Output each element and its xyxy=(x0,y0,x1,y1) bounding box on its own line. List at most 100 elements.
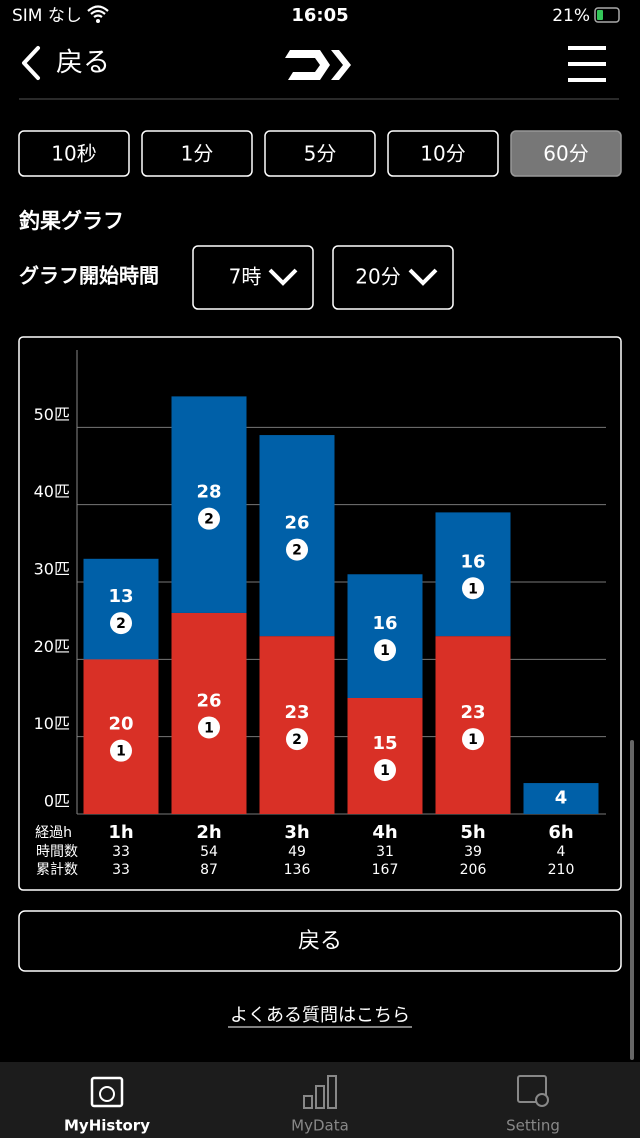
interval-label: 10秒 xyxy=(51,142,96,166)
badge xyxy=(374,759,396,781)
value-label: 15 xyxy=(372,733,397,754)
faq-link[interactable]: よくある質問はこちら xyxy=(230,1005,410,1026)
interval-label: 10分 xyxy=(420,142,465,166)
badge-label: 1 xyxy=(116,744,126,760)
value-label: 13 xyxy=(108,586,133,607)
row-value: 210 xyxy=(548,862,575,878)
interval-button[interactable] xyxy=(510,130,622,177)
tab-icon-bar[interactable] xyxy=(315,1085,325,1109)
value-label: 16 xyxy=(460,551,485,572)
tabs: MyHistory MyData Setting xyxy=(64,1075,560,1135)
row-value: 39 xyxy=(464,844,482,860)
bar-segment xyxy=(171,396,247,613)
badge-label: 1 xyxy=(380,763,390,779)
value-label: 23 xyxy=(284,702,309,723)
badge-label: 1 xyxy=(204,720,214,736)
badge xyxy=(462,577,484,600)
interval-label: 1分 xyxy=(181,142,214,166)
start-time-label: グラフ開始時間 xyxy=(19,264,159,288)
tab-label[interactable]: MyData xyxy=(291,1117,349,1135)
badge xyxy=(198,507,220,530)
interval-button[interactable] xyxy=(387,130,499,177)
row-value: 54 xyxy=(200,844,218,860)
back-link[interactable]: 戻る xyxy=(56,48,110,79)
value-label: 26 xyxy=(196,690,221,711)
row-value: 31 xyxy=(376,844,394,860)
badge xyxy=(110,612,132,635)
minute-value: 20分 xyxy=(355,265,400,289)
row-value: 87 xyxy=(200,862,218,878)
interval-button[interactable] xyxy=(264,130,376,177)
value-label: 16 xyxy=(372,613,397,634)
minute-dropdown[interactable] xyxy=(332,245,454,310)
bar-segment xyxy=(435,512,511,637)
scrollbar xyxy=(630,740,634,1060)
back-chevron[interactable] xyxy=(22,46,40,80)
minute-chevron xyxy=(408,268,438,286)
interval-buttons: 10秒 1分 5分 10分 60分 xyxy=(18,130,622,177)
y-tick-label: 20匹 xyxy=(34,637,70,656)
interval-label: 60分 xyxy=(543,142,588,166)
badge-label: 1 xyxy=(468,732,478,748)
tab-icon-bar[interactable] xyxy=(327,1075,337,1109)
badge xyxy=(198,716,220,739)
tab-icon-clock xyxy=(99,1086,115,1102)
x-tick-label: 2h xyxy=(196,822,221,843)
y-tick-label: 40匹 xyxy=(34,482,70,501)
back-button[interactable] xyxy=(18,910,622,972)
hour-value: 7時 xyxy=(229,265,262,289)
y-tick-label: 50匹 xyxy=(34,405,70,424)
hour-dropdown[interactable] xyxy=(192,245,314,310)
bar-segment xyxy=(347,574,423,698)
badge xyxy=(110,739,132,762)
back-button-label: 戻る xyxy=(298,929,342,954)
tab-icon[interactable] xyxy=(517,1075,547,1103)
row-label: 累計数 xyxy=(36,862,78,878)
row-value: 4 xyxy=(557,844,566,860)
badge xyxy=(374,639,396,662)
interval-label: 5分 xyxy=(304,142,337,166)
x-tick-label: 5h xyxy=(460,822,485,843)
tab-label[interactable]: MyHistory xyxy=(64,1117,150,1135)
bar-segment xyxy=(523,783,599,814)
badge-label: 2 xyxy=(292,732,302,748)
interval-button[interactable] xyxy=(18,130,130,177)
clock: 16:05 xyxy=(291,5,348,26)
y-tick-label: 0匹 xyxy=(44,792,70,811)
x-tick-label: 3h xyxy=(284,822,309,843)
value-label: 26 xyxy=(284,513,309,534)
x-axis-label: 経過h xyxy=(35,825,72,841)
tab-icon-bar[interactable] xyxy=(303,1095,313,1109)
bar-segment xyxy=(83,558,159,660)
row-value: 33 xyxy=(112,862,130,878)
x-tick-label: 6h xyxy=(548,822,573,843)
value-label: 4 xyxy=(555,788,568,809)
tab-icon[interactable] xyxy=(90,1076,124,1108)
badge-label: 2 xyxy=(204,512,214,528)
y-tick-label: 10匹 xyxy=(34,714,70,733)
bar-segment xyxy=(347,698,423,814)
value-label: 28 xyxy=(196,482,221,503)
wifi-dot xyxy=(96,19,100,23)
value-label: 23 xyxy=(460,702,485,723)
badge xyxy=(462,728,484,751)
badge-label: 1 xyxy=(468,581,478,597)
menu-button[interactable] xyxy=(568,46,606,82)
row-label: 時間数 xyxy=(36,844,78,860)
section-title: 釣果グラフ xyxy=(19,209,124,233)
row-value: 136 xyxy=(284,862,311,878)
carrier: SIM なし xyxy=(12,6,82,26)
row-value: 49 xyxy=(288,844,306,860)
badge-label: 2 xyxy=(292,543,302,559)
x-tick-label: 1h xyxy=(108,822,133,843)
battery-fill xyxy=(597,10,603,20)
row-value: 167 xyxy=(372,862,399,878)
tab-icon-gear xyxy=(535,1093,549,1107)
tab-label[interactable]: Setting xyxy=(506,1117,560,1135)
interval-button[interactable] xyxy=(141,130,253,177)
bar-segment xyxy=(171,612,247,814)
hour-chevron xyxy=(268,268,298,286)
x-tick-label: 4h xyxy=(372,822,397,843)
